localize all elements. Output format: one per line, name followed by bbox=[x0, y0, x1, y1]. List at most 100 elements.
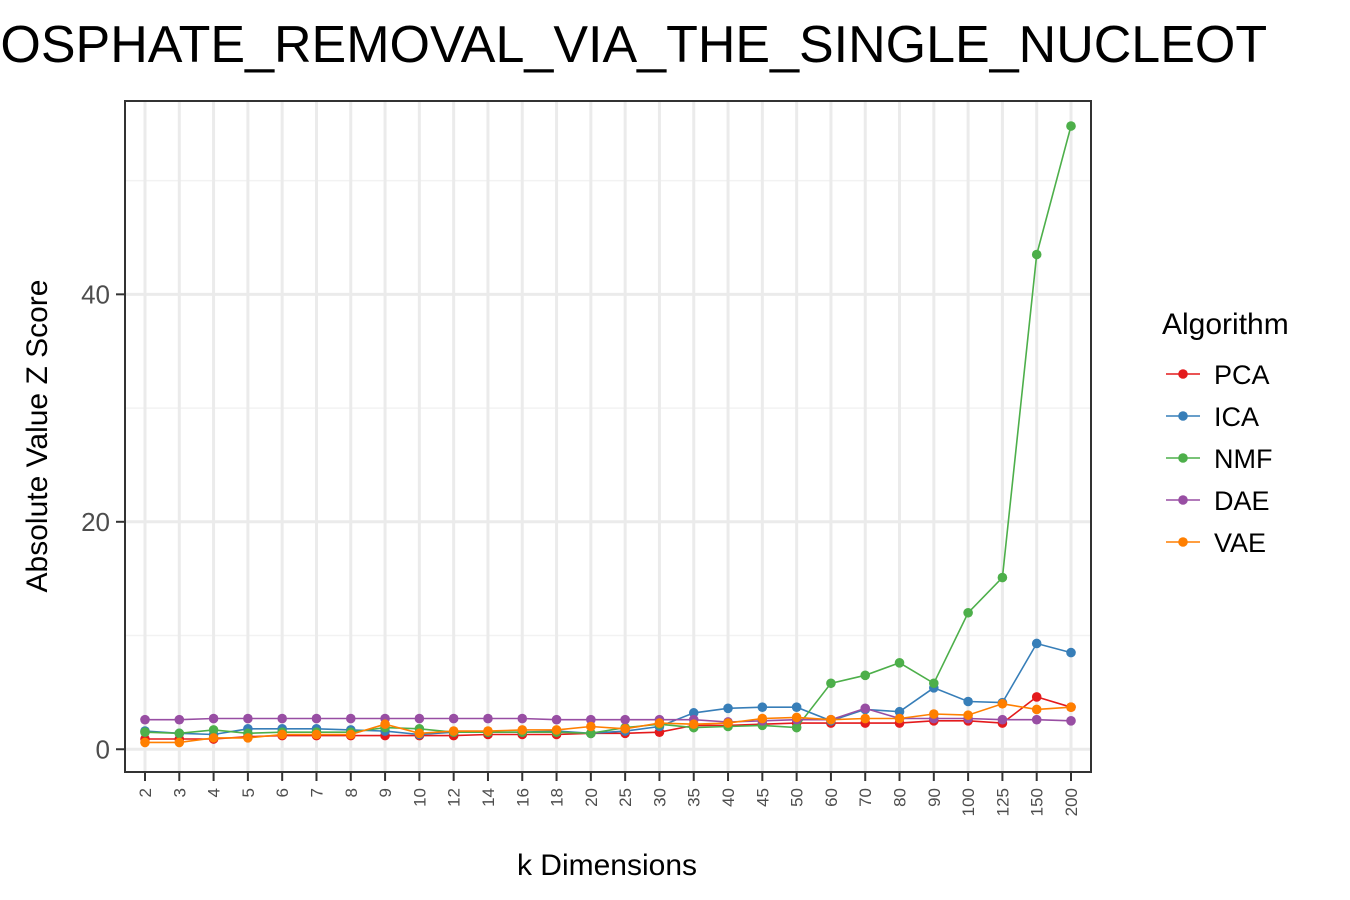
x-tick-label: 125 bbox=[993, 788, 1012, 816]
series-line-pca bbox=[145, 696, 1072, 740]
data-point-vae bbox=[174, 737, 185, 748]
data-point-nmf bbox=[140, 727, 150, 737]
data-point-ica bbox=[688, 708, 699, 718]
series-line-dae bbox=[145, 707, 1072, 723]
data-point-vae bbox=[277, 729, 287, 740]
data-point-nmf bbox=[1031, 249, 1042, 260]
x-tick-label: 20 bbox=[582, 788, 601, 807]
series-line-vae bbox=[145, 702, 1072, 744]
legend-label: DAE bbox=[1214, 486, 1270, 516]
series-layer bbox=[140, 121, 1076, 748]
data-point-nmf bbox=[1066, 121, 1076, 131]
data-point-vae bbox=[483, 726, 493, 736]
legend-item-nmf: NMF bbox=[1166, 444, 1272, 474]
data-point-vae bbox=[551, 725, 562, 735]
data-point-dae bbox=[551, 714, 562, 725]
y-axis: 0 20 40 bbox=[81, 279, 125, 764]
series-line-nmf bbox=[144, 125, 1072, 735]
legend-label: ICA bbox=[1214, 402, 1259, 432]
x-tick-label: 2 bbox=[136, 788, 155, 797]
x-tick-label: 16 bbox=[513, 788, 532, 807]
data-point-vae bbox=[791, 712, 802, 723]
data-point-dae bbox=[414, 713, 425, 724]
x-tick-label: 12 bbox=[445, 788, 464, 807]
legend-key-point bbox=[1178, 495, 1188, 505]
data-point-nmf bbox=[894, 658, 905, 668]
data-point-vae bbox=[826, 714, 836, 725]
data-point-nmf bbox=[174, 728, 185, 739]
data-point-pca bbox=[1031, 692, 1042, 702]
legend-item-vae: VAE bbox=[1166, 528, 1266, 558]
x-tick-label: 100 bbox=[959, 788, 978, 816]
x-tick-label: 9 bbox=[376, 788, 395, 797]
x-tick-label: 10 bbox=[410, 788, 429, 807]
data-point-vae bbox=[414, 728, 425, 739]
plot-panel bbox=[125, 101, 1091, 772]
data-point-dae bbox=[311, 713, 322, 724]
data-point-ica bbox=[894, 706, 905, 717]
chart-title: HOSPHATE_REMOVAL_VIA_THE_SINGLE_NUCLEOT bbox=[0, 16, 1267, 74]
data-point-dae bbox=[586, 714, 596, 725]
data-point-vae bbox=[586, 721, 596, 732]
data-point-ica bbox=[757, 702, 768, 712]
data-point-dae bbox=[997, 714, 1008, 725]
series-vae bbox=[140, 698, 1076, 748]
data-point-vae bbox=[860, 713, 871, 724]
data-point-dae bbox=[448, 713, 459, 724]
data-point-dae bbox=[208, 713, 219, 724]
data-point-dae bbox=[277, 713, 287, 724]
y-tick-label: 40 bbox=[81, 279, 110, 309]
y-axis-title: Absolute Value Z Score bbox=[21, 280, 54, 593]
data-point-dae bbox=[620, 714, 630, 725]
data-point-vae bbox=[757, 713, 768, 724]
data-point-dae bbox=[243, 713, 253, 724]
x-tick-label: 50 bbox=[788, 788, 807, 807]
data-point-vae bbox=[997, 698, 1008, 709]
data-point-vae bbox=[688, 719, 699, 730]
data-point-nmf bbox=[826, 678, 836, 689]
x-tick-label: 14 bbox=[479, 788, 498, 807]
legend-item-pca: PCA bbox=[1166, 360, 1270, 390]
legend-label: VAE bbox=[1214, 528, 1266, 558]
x-tick-label: 6 bbox=[273, 788, 292, 797]
data-point-ica bbox=[791, 702, 802, 712]
x-tick-label: 200 bbox=[1062, 788, 1081, 816]
x-tick-label: 40 bbox=[719, 788, 738, 807]
legend-key-point bbox=[1178, 537, 1188, 547]
data-point-dae bbox=[140, 714, 150, 725]
data-point-dae bbox=[345, 713, 356, 724]
data-point-ica bbox=[963, 696, 973, 707]
data-point-vae bbox=[1066, 702, 1076, 712]
data-point-nmf bbox=[963, 607, 973, 618]
legend-label: NMF bbox=[1214, 444, 1272, 474]
data-point-dae bbox=[483, 713, 493, 724]
x-tick-label: 35 bbox=[685, 788, 704, 807]
x-tick-label: 25 bbox=[616, 788, 635, 807]
data-point-vae bbox=[723, 718, 733, 728]
data-point-vae bbox=[311, 729, 322, 740]
x-tick-label: 3 bbox=[170, 788, 189, 797]
data-point-ica bbox=[723, 703, 733, 714]
data-point-vae bbox=[654, 718, 665, 728]
legend-key-point bbox=[1178, 369, 1188, 379]
data-point-dae bbox=[174, 714, 185, 725]
data-point-nmf bbox=[586, 728, 596, 739]
x-tick-label: 45 bbox=[753, 788, 772, 807]
data-point-nmf bbox=[929, 678, 939, 689]
data-point-vae bbox=[448, 726, 459, 736]
data-point-vae bbox=[517, 725, 528, 735]
data-point-nmf bbox=[997, 572, 1008, 583]
x-tick-label: 8 bbox=[342, 788, 361, 797]
x-tick-label: 18 bbox=[548, 788, 567, 807]
data-point-vae bbox=[140, 737, 150, 748]
data-point-vae bbox=[1031, 704, 1042, 715]
data-point-nmf bbox=[860, 670, 871, 681]
legend-label: PCA bbox=[1214, 360, 1270, 390]
data-point-nmf bbox=[208, 725, 219, 735]
legend: Algorithm PCA ICA NMF DAE VAE bbox=[1162, 308, 1289, 558]
x-tick-label: 4 bbox=[205, 788, 224, 797]
x-tick-label: 80 bbox=[891, 788, 910, 807]
data-point-vae bbox=[208, 733, 219, 743]
data-point-vae bbox=[345, 729, 356, 740]
legend-item-ica: ICA bbox=[1166, 402, 1259, 432]
